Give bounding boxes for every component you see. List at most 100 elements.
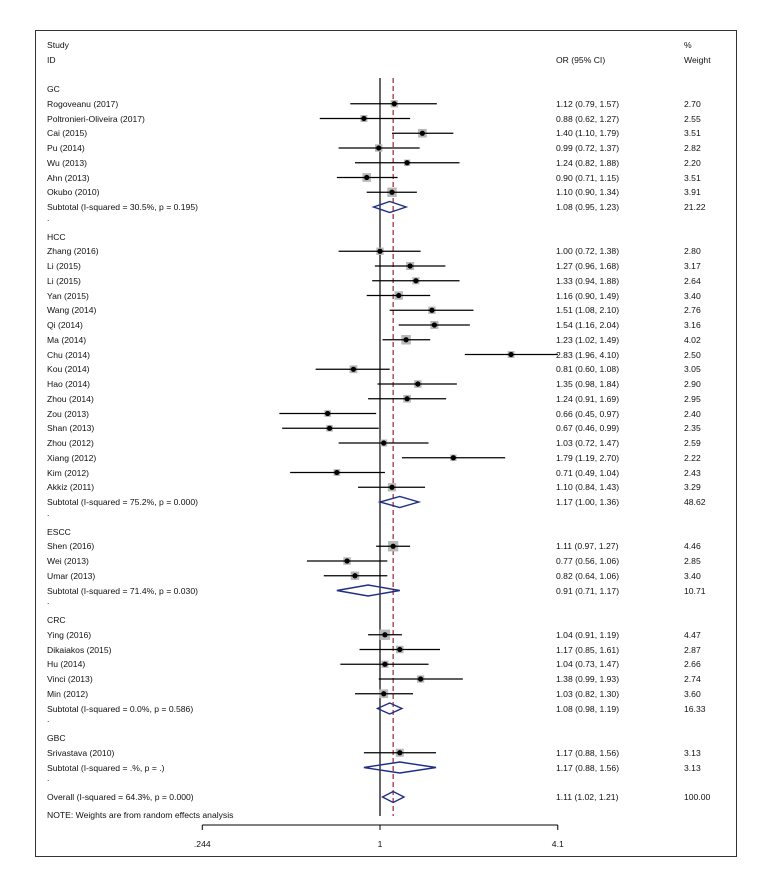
study-weight: 2.22: [684, 452, 701, 463]
group-label: CRC: [47, 615, 66, 625]
point-estimate: [381, 691, 387, 697]
study-or-ci: 1.40 (1.10, 1.79): [556, 128, 620, 139]
study-weight: 2.50: [684, 349, 701, 360]
study-or-ci: 1.10 (0.90, 1.34): [556, 187, 620, 198]
study-or-ci: 1.79 (1.19, 2.70): [556, 452, 620, 463]
study-weight: 4.47: [684, 629, 701, 640]
subtotal-label: Subtotal (I-squared = 30.5%, p = 0.195): [47, 202, 198, 212]
study-label: Shan (2013): [47, 423, 95, 434]
point-estimate: [376, 145, 382, 151]
study-or-ci: 1.17 (0.88, 1.56): [556, 747, 620, 758]
point-estimate: [389, 484, 395, 490]
x-axis-tick-label: .244: [193, 839, 211, 849]
study-or-ci: 1.12 (0.79, 1.57): [556, 98, 620, 109]
header-id: ID: [47, 55, 56, 65]
study-weight: 3.51: [684, 172, 701, 183]
row-separator-dot: .: [47, 714, 50, 725]
subtotal-label: Subtotal (I-squared = .%, p = .): [47, 762, 165, 773]
study-weight: 4.02: [684, 334, 701, 345]
study-weight: 3.60: [684, 688, 701, 699]
study-or-ci: 1.10 (0.84, 1.43): [556, 482, 620, 493]
study-or-ci: 1.03 (0.82, 1.30): [556, 688, 620, 699]
subtotal-diamond: [375, 702, 404, 715]
subtotal-or-ci: 1.17 (0.88, 1.56): [556, 762, 620, 773]
study-label: Ying (2016): [47, 629, 92, 640]
x-axis-tick-label: 1: [377, 839, 383, 849]
study-label: Zou (2013): [47, 408, 90, 419]
study-weight: 2.82: [684, 143, 701, 153]
study-label: Rogoveanu (2017): [47, 98, 119, 109]
study-weight: 4.46: [684, 541, 701, 552]
study-weight: 3.13: [684, 747, 701, 758]
study-or-ci: 1.17 (0.85, 1.61): [556, 644, 620, 655]
group-label: HCC: [47, 231, 66, 242]
row-separator-dot: .: [47, 773, 50, 784]
x-axis-tick-label: 4.1: [551, 839, 564, 849]
study-label: Wei (2013): [47, 556, 89, 566]
study-label: Qi (2014): [47, 320, 83, 330]
study-label: Akkiz (2011): [47, 482, 95, 493]
point-estimate: [397, 646, 403, 653]
study-or-ci: 0.90 (0.71, 1.15): [556, 172, 620, 183]
group-label: GC: [47, 84, 60, 94]
study-weight: 2.85: [684, 556, 701, 566]
study-label: Chu (2014): [47, 349, 90, 360]
study-weight: 2.64: [684, 275, 701, 286]
study-label: Xiang (2012): [47, 452, 97, 463]
subtotal-weight: 10.71: [684, 585, 706, 596]
subtotal-diamond: [336, 584, 400, 597]
point-estimate: [404, 160, 410, 166]
study-or-ci: 0.66 (0.45, 0.97): [556, 408, 620, 419]
subtotal-label: Subtotal (I-squared = 71.4%, p = 0.030): [47, 585, 198, 596]
point-estimate: [350, 366, 357, 372]
study-weight: 2.66: [684, 659, 701, 670]
subtotal-diamond: [377, 495, 422, 509]
point-estimate: [377, 248, 383, 254]
row-separator-dot: .: [47, 212, 50, 223]
study-or-ci: 1.00 (0.72, 1.38): [556, 246, 620, 257]
row-separator-dot: .: [47, 507, 50, 518]
subtotal-weight: 48.62: [684, 497, 706, 507]
study-label: Wang (2014): [47, 305, 97, 316]
study-weight: 2.90: [684, 379, 701, 389]
study-or-ci: 0.71 (0.49, 1.04): [556, 467, 620, 478]
study-label: Dikaiakos (2015): [47, 644, 112, 655]
study-weight: 3.40: [684, 570, 701, 581]
study-weight: 2.76: [684, 305, 701, 316]
study-or-ci: 1.51 (1.08, 2.10): [556, 305, 620, 316]
study-label: Zhang (2016): [47, 246, 99, 257]
study-weight: 2.35: [684, 423, 701, 434]
study-label: Ma (2014): [47, 334, 87, 345]
study-weight: 3.51: [684, 128, 701, 139]
study-label: Zhou (2014): [47, 393, 94, 404]
point-estimate: [431, 322, 438, 328]
point-estimate: [391, 101, 397, 107]
group-label: GBC: [47, 733, 66, 743]
study-weight: 2.87: [684, 644, 701, 655]
study-weight: 3.17: [684, 261, 701, 271]
subtotal-diamond: [363, 761, 437, 774]
point-estimate: [352, 573, 358, 579]
study-label: Shen (2016): [47, 541, 95, 552]
study-label: Yan (2015): [47, 290, 89, 301]
point-estimate: [508, 351, 514, 358]
study-label: Wu (2013): [47, 157, 87, 168]
subtotal-or-ci: 1.17 (1.00, 1.36): [556, 497, 620, 507]
study-weight: 3.05: [684, 364, 701, 375]
subtotal-weight: 16.33: [684, 703, 706, 714]
study-or-ci: 1.16 (0.90, 1.49): [556, 290, 620, 301]
subtotal-weight: 21.22: [684, 202, 706, 212]
point-estimate: [389, 189, 395, 195]
study-label: Poltronieri-Oliveira (2017): [47, 113, 145, 124]
study-weight: 2.74: [684, 674, 701, 684]
point-estimate: [429, 307, 435, 313]
header-weight: Weight: [684, 55, 711, 65]
subtotal-diamond: [371, 200, 409, 214]
study-label: Srivastava (2010): [47, 747, 115, 758]
study-weight: 2.43: [684, 467, 701, 478]
study-weight: 3.16: [684, 320, 701, 330]
study-label: Kim (2012): [47, 467, 90, 478]
study-or-ci: 1.23 (1.02, 1.49): [556, 334, 620, 345]
point-estimate: [344, 558, 350, 564]
point-estimate: [334, 469, 340, 476]
